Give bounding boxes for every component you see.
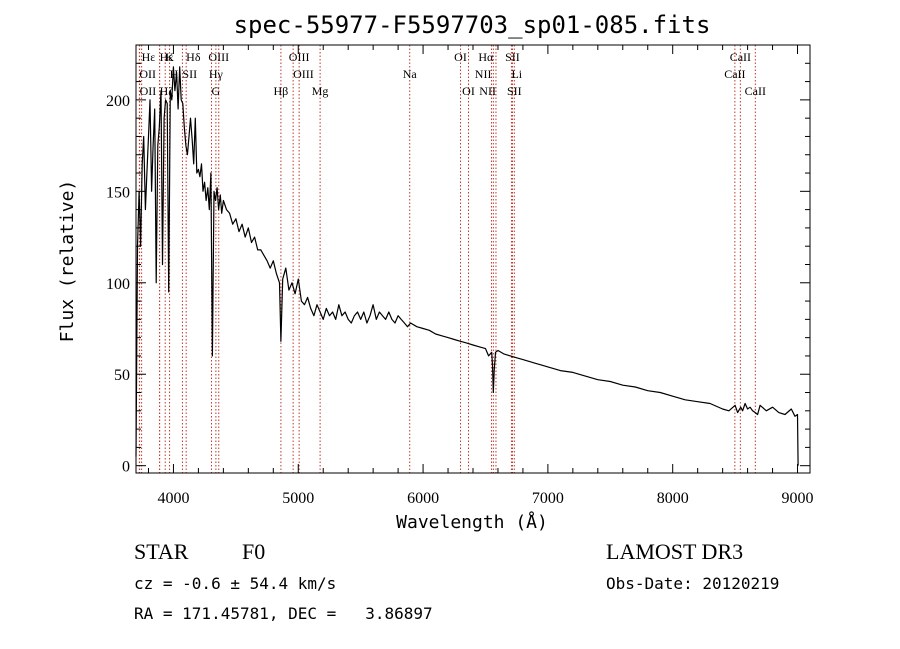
coordinates-text: RA = 171.45781, DEC = 3.86897 bbox=[134, 604, 433, 623]
plot-frame bbox=[135, 44, 811, 474]
line-marker-label-2: OII bbox=[140, 84, 157, 98]
x-tick-label: 4000 bbox=[157, 490, 189, 507]
y-axis-label: Flux (relative) bbox=[57, 180, 78, 343]
chart-title: spec-55977-F5597703_sp01-085.fits bbox=[234, 11, 711, 39]
line-marker-label-20: NII bbox=[475, 67, 492, 81]
line-marker-label-1: OII bbox=[139, 67, 156, 81]
line-marker-label-18: OI bbox=[462, 84, 475, 98]
observation-date: Obs-Date: 20120219 bbox=[606, 574, 779, 593]
line-marker-label-10: Hγ bbox=[209, 67, 224, 81]
line-marker-label-12: Hβ bbox=[274, 84, 289, 98]
redshift-text: cz = -0.6 ± 54.4 km/s bbox=[134, 574, 336, 593]
line-marker-label-27: CaII bbox=[745, 84, 766, 98]
line-marker-label-0: Hε bbox=[142, 50, 156, 64]
line-marker-label-22: SII bbox=[505, 50, 520, 64]
spectrum-series-line bbox=[135, 66, 799, 466]
y-tick-label: 50 bbox=[114, 367, 130, 384]
line-marker-label-21: NII bbox=[479, 84, 496, 98]
y-tick-label: 150 bbox=[106, 184, 130, 201]
x-tick-label: 5000 bbox=[282, 490, 314, 507]
spectral-subclass: F0 bbox=[242, 539, 265, 564]
line-marker-label-17: OI bbox=[454, 50, 467, 64]
line-marker-label-8: SII bbox=[182, 67, 197, 81]
line-marker-label-15: Mg bbox=[312, 84, 329, 98]
line-markers bbox=[138, 45, 756, 473]
line-marker-label-24: SII bbox=[507, 84, 522, 98]
x-axis-ticks: 4000 5000 6000 7000 8000 9000 bbox=[147, 45, 814, 507]
line-marker-label-9: OIII bbox=[208, 50, 229, 64]
line-marker-label-3: Hε bbox=[160, 50, 174, 64]
x-tick-label: 7000 bbox=[532, 490, 564, 507]
y-tick-label: 0 bbox=[122, 459, 130, 476]
line-marker-label-4: K bbox=[165, 50, 174, 64]
line-marker-label-16: Na bbox=[403, 67, 418, 81]
x-tick-label: 8000 bbox=[657, 490, 689, 507]
line-marker-label-7: Hδ bbox=[186, 50, 201, 64]
x-axis-label: Wavelength (Å) bbox=[396, 511, 548, 533]
line-marker-label-19: Hα bbox=[478, 50, 494, 64]
line-marker-label-11: G bbox=[212, 84, 221, 98]
y-axis-ticks: 0 50 100 150 200 bbox=[106, 62, 810, 476]
x-tick-label: 6000 bbox=[407, 490, 439, 507]
y-tick-label: 100 bbox=[106, 276, 130, 293]
line-marker-label-14: OIII bbox=[293, 67, 314, 81]
line-marker-label-23: Li bbox=[511, 67, 522, 81]
line-marker-label-26: CaII bbox=[724, 67, 745, 81]
line-marker-label-25: CaII bbox=[730, 50, 751, 64]
y-tick-label: 200 bbox=[106, 93, 130, 110]
survey-name: LAMOST DR3 bbox=[606, 539, 743, 564]
object-class: STAR bbox=[134, 539, 189, 564]
line-marker-label-13: OIII bbox=[289, 50, 310, 64]
x-tick-label: 9000 bbox=[782, 490, 814, 507]
